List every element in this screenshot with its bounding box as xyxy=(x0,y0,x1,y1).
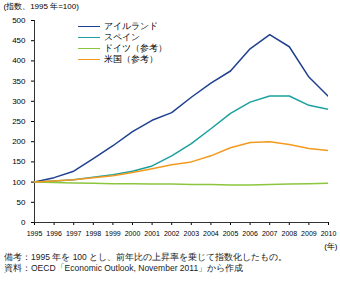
svg-text:50: 50 xyxy=(17,198,26,207)
svg-text:2008: 2008 xyxy=(282,230,298,237)
svg-text:400: 400 xyxy=(12,56,26,65)
html-text:備考：1995 年を 100 とし、前年比の上昇率を乗じて指: 備考：1995 年を 100 とし、前年比の上昇率を乗じて指数化したもの。 xyxy=(4,252,288,262)
svg-text:150: 150 xyxy=(12,157,26,166)
svg-text:(年): (年) xyxy=(324,242,338,251)
svg-text:2000: 2000 xyxy=(125,230,141,237)
svg-text:500: 500 xyxy=(12,16,26,25)
svg-text:300: 300 xyxy=(12,97,26,106)
html-text:資料：OECD「Economic Outlook, Nove: 資料：OECD「Economic Outlook, November 2011」… xyxy=(4,263,244,273)
html-text:アイルランド: アイルランド xyxy=(104,21,158,31)
svg-text:(指数、1995 年=100): (指数、1995 年=100) xyxy=(4,2,80,11)
html-text:スペイン: スペイン xyxy=(104,32,140,42)
svg-text:250: 250 xyxy=(12,117,26,126)
svg-text:2005: 2005 xyxy=(223,230,239,237)
svg-text:1997: 1997 xyxy=(66,230,82,237)
svg-text:1999: 1999 xyxy=(105,230,121,237)
svg-text:2003: 2003 xyxy=(184,230,200,237)
html-text:米国（参考）: 米国（参考） xyxy=(104,54,158,64)
svg-text:200: 200 xyxy=(12,137,26,146)
svg-text:1995: 1995 xyxy=(27,230,43,237)
html-text:ドイツ（参考）: ドイツ（参考） xyxy=(104,43,167,53)
svg-text:2010: 2010 xyxy=(321,230,337,237)
svg-text:0: 0 xyxy=(21,218,26,227)
svg-text:2001: 2001 xyxy=(144,230,160,237)
svg-text:450: 450 xyxy=(12,36,26,45)
svg-text:1998: 1998 xyxy=(86,230,102,237)
svg-text:2007: 2007 xyxy=(262,230,278,237)
svg-text:1996: 1996 xyxy=(46,230,62,237)
svg-text:2002: 2002 xyxy=(164,230,180,237)
svg-text:100: 100 xyxy=(12,178,26,187)
svg-text:2009: 2009 xyxy=(301,230,317,237)
svg-text:2004: 2004 xyxy=(203,230,219,237)
svg-text:2006: 2006 xyxy=(242,230,258,237)
svg-text:350: 350 xyxy=(12,77,26,86)
